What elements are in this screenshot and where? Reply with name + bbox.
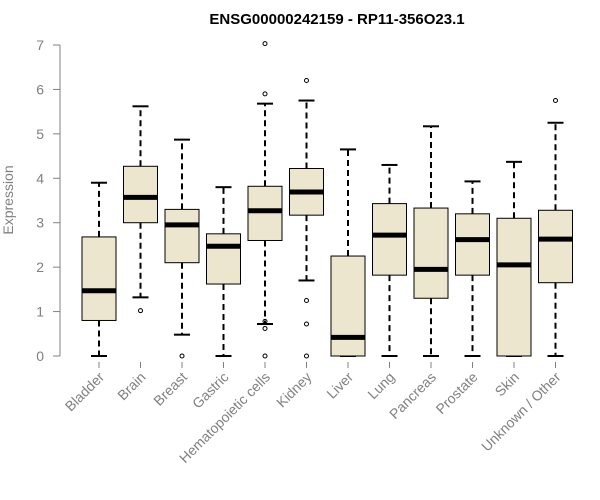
box-brain bbox=[123, 105, 158, 314]
iqr-box bbox=[413, 207, 449, 299]
iqr-box bbox=[455, 213, 490, 276]
box-prostate bbox=[455, 180, 490, 357]
iqr-box bbox=[372, 203, 407, 276]
x-tick-label: Liver bbox=[323, 369, 356, 402]
box-lung bbox=[372, 163, 407, 357]
box-kidney bbox=[289, 78, 324, 359]
y-tick-label: 4 bbox=[36, 170, 44, 186]
box-gastric bbox=[206, 186, 241, 357]
outlier-point bbox=[179, 353, 185, 359]
iqr-box bbox=[247, 185, 283, 241]
x-tick-label: Kidney bbox=[273, 369, 315, 411]
outlier-point bbox=[262, 325, 268, 331]
iqr-box bbox=[206, 233, 241, 285]
outlier-point bbox=[262, 353, 268, 359]
box-pancreas bbox=[413, 125, 449, 357]
box-skin bbox=[496, 160, 532, 357]
y-axis-ticks: 0 1 2 3 4 5 6 7 bbox=[36, 37, 60, 364]
outlier-point bbox=[304, 297, 309, 303]
box-bladder bbox=[81, 181, 117, 357]
x-tick-label: Bladder bbox=[62, 369, 108, 415]
box-liver bbox=[330, 148, 366, 357]
outlier-point bbox=[262, 41, 268, 47]
outlier-point bbox=[262, 318, 268, 324]
iqr-box bbox=[330, 255, 366, 357]
y-tick-label: 1 bbox=[36, 304, 44, 320]
x-tick-label: Breast bbox=[150, 369, 190, 409]
iqr-box bbox=[496, 217, 532, 357]
y-axis-label: Expression bbox=[0, 165, 16, 234]
box-unknown-other bbox=[538, 98, 573, 357]
y-tick-label: 2 bbox=[36, 259, 44, 275]
box-breast bbox=[164, 138, 200, 359]
y-tick-label: 3 bbox=[36, 215, 44, 231]
iqr-box bbox=[164, 208, 200, 264]
x-tick-label: Unknown / Other bbox=[478, 369, 564, 455]
box-hematopoietic-cells bbox=[247, 41, 283, 359]
x-tick-label: Lung bbox=[364, 369, 397, 402]
x-tick-label: Skin bbox=[492, 369, 523, 400]
box-series bbox=[81, 41, 573, 359]
y-tick-label: 5 bbox=[36, 126, 44, 142]
y-tick-label: 7 bbox=[36, 37, 44, 53]
iqr-box bbox=[538, 209, 573, 284]
outlier-point bbox=[304, 353, 309, 359]
y-tick-label: 0 bbox=[36, 348, 44, 364]
outlier-point bbox=[553, 98, 558, 104]
x-tick-label: Prostate bbox=[432, 369, 480, 417]
outlier-point bbox=[304, 321, 309, 327]
outlier-point bbox=[262, 91, 268, 97]
outlier-point bbox=[304, 78, 309, 84]
y-tick-label: 6 bbox=[36, 81, 44, 97]
x-tick-label: Brain bbox=[114, 369, 148, 403]
chart-title: ENSG00000242159 - RP11-356O23.1 bbox=[209, 11, 464, 28]
outlier-point bbox=[138, 308, 143, 314]
iqr-box bbox=[123, 165, 158, 224]
iqr-box bbox=[81, 236, 117, 321]
